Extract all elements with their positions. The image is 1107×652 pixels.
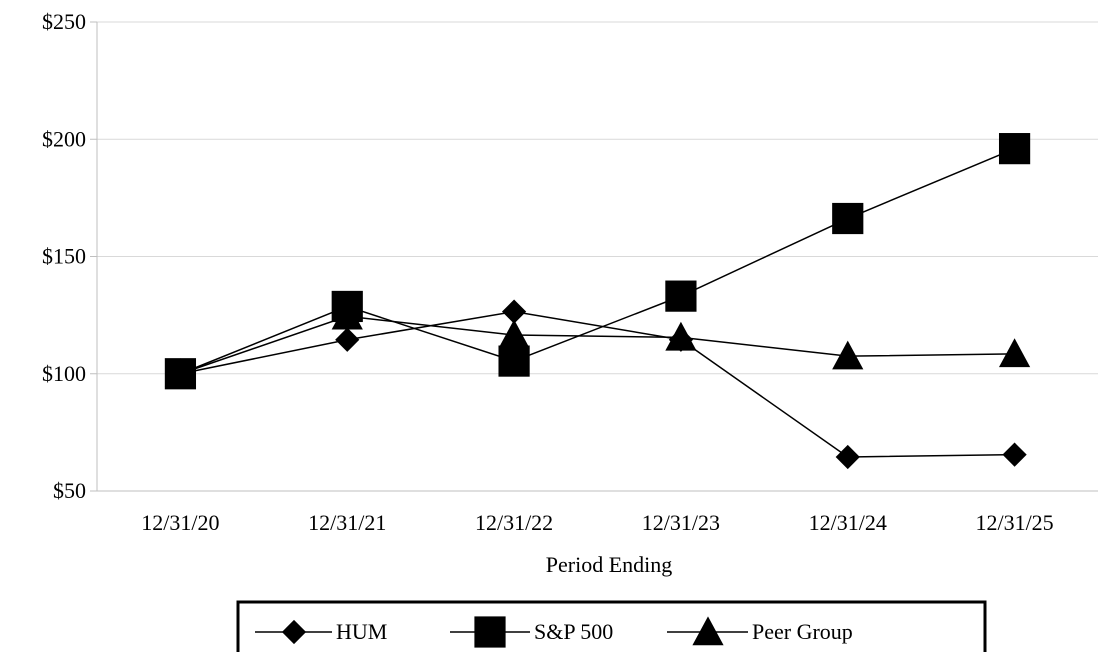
legend-marker [692,616,724,646]
data-point [498,319,530,349]
data-point [665,280,697,312]
series-line [180,315,1015,375]
data-point [1002,442,1027,467]
legend-label: S&P 500 [534,619,613,644]
data-point [164,358,197,388]
data-point [832,340,864,370]
legend-label: Peer Group [752,619,853,644]
y-tick-label: $150 [42,244,86,269]
x-axis-label: Period Ending [546,552,673,577]
data-point [501,299,527,324]
legend-marker [281,619,307,645]
legend: HUM S&P 500 Peer Group [236,600,987,652]
x-tick-label: 12/31/23 [642,510,720,535]
markers-peer-group [164,300,1031,388]
x-tick-label: 12/31/22 [475,510,553,535]
x-tick-labels: 12/31/20 12/31/21 12/31/22 12/31/23 12/31/24… [141,510,1053,535]
data-point [665,321,697,351]
series-hum [180,310,1015,458]
data-point [835,444,860,470]
axes [90,21,1098,492]
y-tick-label: $50 [53,478,86,503]
data-point [832,202,864,235]
y-tick-labels: $50 $100 $150 $200 $250 [42,9,86,503]
legend-box [236,600,987,652]
x-tick-label: 12/31/20 [141,510,219,535]
x-tick-label: 12/31/21 [308,510,386,535]
series-peer-group [180,315,1015,375]
y-tick-label: $250 [42,9,86,34]
series-group [164,133,1031,470]
legend-marker [474,616,506,648]
x-tick-label: 12/31/25 [975,510,1053,535]
series-line [180,147,1015,375]
x-tick-label: 12/31/24 [809,510,887,535]
y-tick-label: $100 [42,361,86,386]
y-tick-label: $200 [42,126,86,151]
data-point [335,327,360,352]
legend-label: HUM [336,619,387,644]
series-s-p-500 [180,147,1015,375]
series-line [180,310,1015,458]
data-point [498,345,530,377]
data-point [331,300,363,330]
data-point [998,338,1031,368]
gridlines [97,21,1098,375]
data-point [998,133,1031,165]
